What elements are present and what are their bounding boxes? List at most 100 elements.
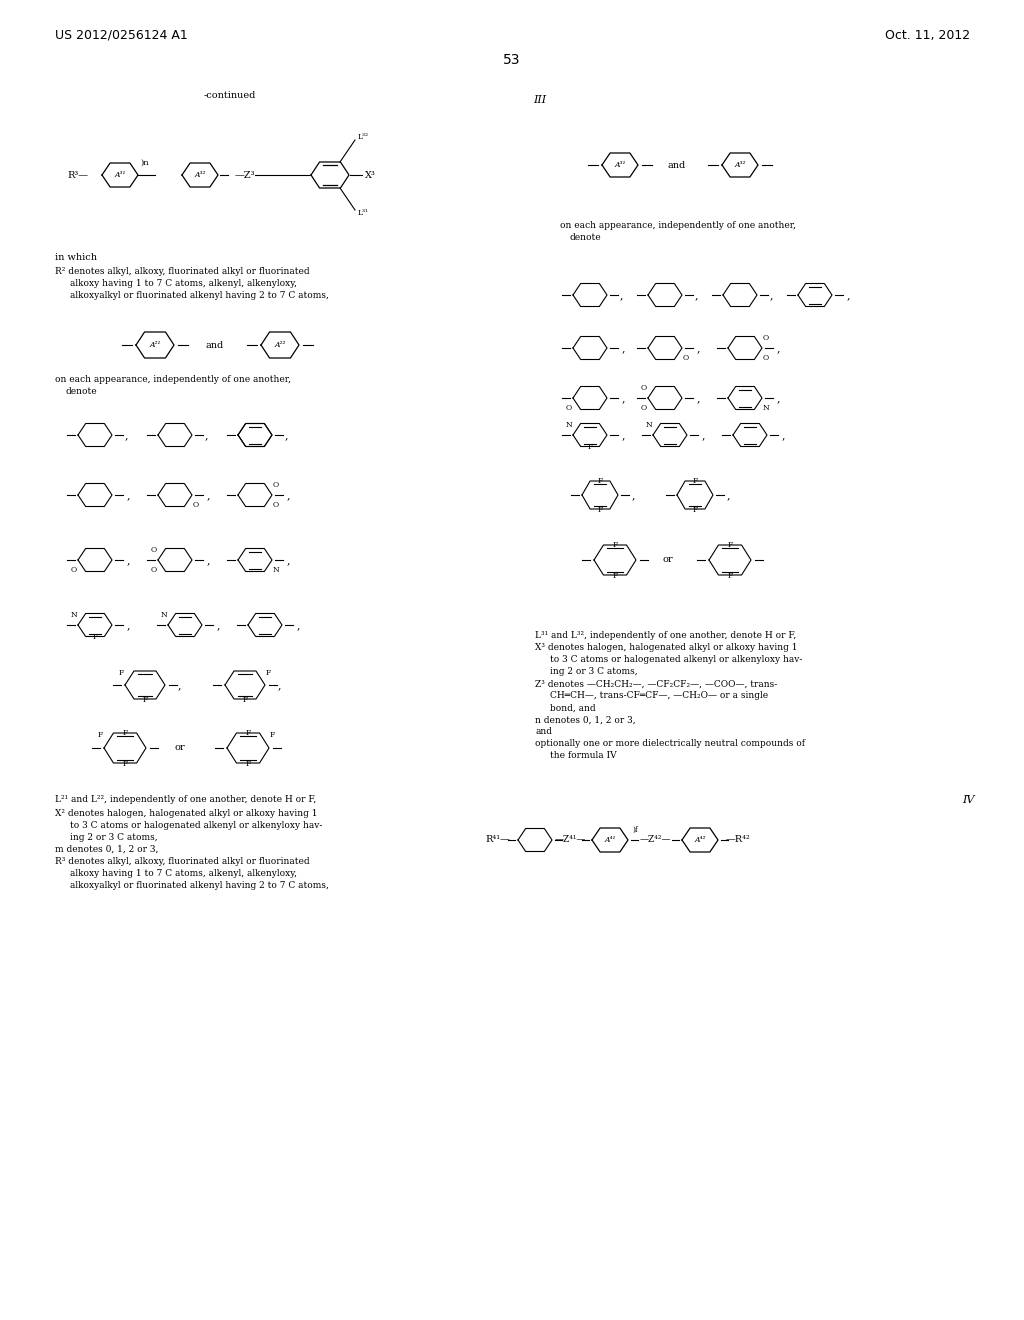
Text: Z³ denotes —CH₂CH₂—, —CF₂CF₂—, —COO—, trans-: Z³ denotes —CH₂CH₂—, —CF₂CF₂—, —COO—, tr… (535, 680, 777, 689)
Text: O: O (273, 502, 280, 510)
Text: ,: , (695, 290, 698, 300)
Text: F: F (588, 444, 593, 451)
Text: ,: , (622, 393, 626, 403)
Text: in which: in which (55, 253, 97, 263)
Text: ,: , (287, 490, 291, 500)
Text: —Z⁴²—: —Z⁴²— (639, 836, 671, 845)
Text: Oct. 11, 2012: Oct. 11, 2012 (885, 29, 970, 41)
Text: n denotes 0, 1, 2 or 3,: n denotes 0, 1, 2 or 3, (535, 715, 636, 725)
Text: ,: , (702, 430, 706, 440)
Text: F: F (142, 696, 147, 704)
Text: —Z³—: —Z³— (234, 170, 265, 180)
Text: ,: , (278, 680, 282, 690)
Text: O: O (71, 566, 77, 574)
Text: O: O (273, 480, 280, 488)
Text: alkoxy having 1 to 7 C atoms, alkenyl, alkenyloxy,: alkoxy having 1 to 7 C atoms, alkenyl, a… (70, 280, 297, 289)
Text: ,: , (847, 290, 851, 300)
Text: IV: IV (963, 795, 975, 805)
Text: ,: , (697, 393, 700, 403)
Text: m denotes 0, 1, 2 or 3,: m denotes 0, 1, 2 or 3, (55, 845, 159, 854)
Text: O: O (641, 404, 647, 412)
Text: CH═CH—, trans-CF═CF—, —CH₂O— or a single: CH═CH—, trans-CF═CF—, —CH₂O— or a single (550, 692, 768, 701)
Text: 53: 53 (503, 53, 521, 67)
Text: -continued: -continued (204, 91, 256, 99)
Text: —R⁴²: —R⁴² (726, 836, 751, 845)
Text: ,: , (217, 620, 220, 630)
Text: O: O (193, 502, 199, 510)
Text: denote: denote (65, 388, 96, 396)
Text: ,: , (285, 430, 289, 440)
Text: ,: , (782, 430, 785, 440)
Text: the formula IV: the formula IV (550, 751, 616, 760)
Text: A⁴²: A⁴² (694, 836, 706, 843)
Text: ,: , (620, 290, 624, 300)
Text: or: or (663, 556, 674, 565)
Text: A²¹: A²¹ (150, 341, 161, 348)
Text: ,: , (127, 490, 130, 500)
Text: ing 2 or 3 C atoms,: ing 2 or 3 C atoms, (70, 833, 158, 842)
Text: F: F (246, 760, 251, 768)
Text: F: F (246, 729, 251, 737)
Text: R³—: R³— (67, 170, 88, 180)
Text: R³ denotes alkyl, alkoxy, fluorinated alkyl or fluorinated: R³ denotes alkyl, alkoxy, fluorinated al… (55, 857, 309, 866)
Text: ,: , (287, 554, 291, 565)
Text: ,: , (127, 620, 130, 630)
Text: and: and (206, 341, 224, 350)
Text: F: F (123, 760, 128, 768)
Text: F: F (597, 477, 603, 484)
Text: alkoxy having 1 to 7 C atoms, alkenyl, alkenyloxy,: alkoxy having 1 to 7 C atoms, alkenyl, a… (70, 869, 297, 878)
Text: A⁴¹: A⁴¹ (604, 836, 615, 843)
Text: N: N (565, 421, 572, 429)
Text: F: F (119, 669, 124, 677)
Text: US 2012/0256124 A1: US 2012/0256124 A1 (55, 29, 187, 41)
Text: )f: )f (632, 826, 638, 834)
Text: F: F (97, 731, 103, 739)
Text: F: F (123, 729, 128, 737)
Text: or: or (175, 743, 185, 752)
Text: R⁴¹—: R⁴¹— (485, 836, 510, 845)
Text: on each appearance, independently of one another,: on each appearance, independently of one… (560, 220, 796, 230)
Text: N: N (763, 404, 770, 412)
Text: X² denotes halogen, halogenated alkyl or alkoxy having 1: X² denotes halogen, halogenated alkyl or… (55, 808, 317, 817)
Text: ,: , (205, 430, 209, 440)
Text: L³¹: L³¹ (358, 209, 369, 216)
Text: O: O (683, 354, 689, 362)
Text: F: F (597, 506, 603, 513)
Text: ,: , (777, 393, 780, 403)
Text: N: N (71, 611, 77, 619)
Text: F: F (727, 541, 732, 549)
Text: ,: , (125, 430, 128, 440)
Text: X³ denotes halogen, halogenated alkyl or alkoxy having 1: X³ denotes halogen, halogenated alkyl or… (535, 644, 798, 652)
Text: A³²: A³² (734, 161, 745, 169)
Text: N: N (645, 421, 652, 429)
Text: ,: , (127, 554, 130, 565)
Text: and: and (535, 727, 552, 737)
Text: O: O (566, 404, 572, 412)
Text: ,: , (178, 680, 181, 690)
Text: A³¹: A³¹ (614, 161, 626, 169)
Text: and: and (668, 161, 686, 169)
Text: F: F (692, 477, 697, 484)
Text: N: N (273, 566, 280, 574)
Text: F: F (243, 696, 248, 704)
Text: O: O (641, 384, 647, 392)
Text: O: O (151, 546, 157, 554)
Text: —Z⁴¹—: —Z⁴¹— (554, 836, 586, 845)
Text: X³: X³ (365, 170, 376, 180)
Text: O: O (763, 334, 769, 342)
Text: denote: denote (570, 234, 602, 243)
Text: to 3 C atoms or halogenated alkenyl or alkenyloxy hav-: to 3 C atoms or halogenated alkenyl or a… (70, 821, 323, 829)
Text: ,: , (777, 343, 780, 352)
Text: F: F (612, 541, 617, 549)
Text: ,: , (207, 554, 211, 565)
Text: O: O (763, 354, 769, 362)
Text: F: F (612, 572, 617, 579)
Text: F: F (266, 669, 271, 677)
Text: F: F (92, 634, 97, 642)
Text: to 3 C atoms or halogenated alkenyl or alkenyloxy hav-: to 3 C atoms or halogenated alkenyl or a… (550, 656, 803, 664)
Text: A²²: A²² (274, 341, 286, 348)
Text: A³²: A³² (195, 172, 206, 180)
Text: optionally one or more dielectrically neutral compounds of: optionally one or more dielectrically ne… (535, 739, 805, 748)
Text: ,: , (632, 490, 636, 500)
Text: A³¹: A³¹ (115, 172, 126, 180)
